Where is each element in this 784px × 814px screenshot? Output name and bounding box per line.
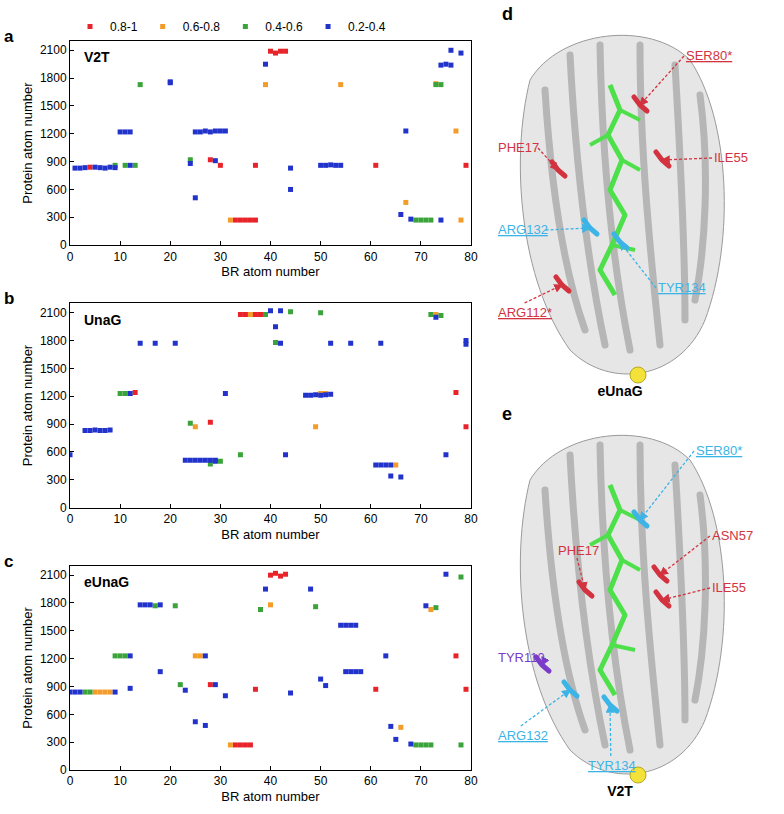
svg-text:300: 300 <box>47 473 67 487</box>
svg-text:PHE17: PHE17 <box>498 140 539 155</box>
svg-text:60: 60 <box>364 774 378 788</box>
svg-text:ARG132: ARG132 <box>498 728 548 743</box>
svg-text:a: a <box>4 27 14 46</box>
svg-text:ARG132: ARG132 <box>498 222 548 237</box>
svg-text:0: 0 <box>67 250 74 264</box>
svg-text:V2T: V2T <box>84 49 110 65</box>
svg-text:BR atom number: BR atom number <box>221 789 320 804</box>
svg-text:2100: 2100 <box>40 43 67 57</box>
svg-text:0: 0 <box>60 763 67 777</box>
svg-text:Protein atom number: Protein atom number <box>20 344 35 466</box>
svg-text:80: 80 <box>464 512 478 526</box>
svg-text:1800: 1800 <box>40 596 67 610</box>
svg-text:0.2-0.4: 0.2-0.4 <box>348 20 386 34</box>
svg-text:ASN57: ASN57 <box>712 528 753 543</box>
svg-text:TYR110: TYR110 <box>498 650 545 665</box>
svg-text:0: 0 <box>67 774 74 788</box>
svg-text:TYR134: TYR134 <box>588 758 636 773</box>
svg-text:2100: 2100 <box>40 306 67 320</box>
svg-text:40: 40 <box>264 250 278 264</box>
svg-text:50: 50 <box>314 512 328 526</box>
svg-text:ILE55: ILE55 <box>712 580 746 595</box>
svg-text:70: 70 <box>414 774 428 788</box>
svg-text:0: 0 <box>60 501 67 515</box>
svg-text:SER80*: SER80* <box>696 443 742 458</box>
svg-text:eUnaG: eUnaG <box>84 574 129 590</box>
svg-text:70: 70 <box>414 512 428 526</box>
svg-text:Protein atom number: Protein atom number <box>20 607 35 729</box>
svg-text:1500: 1500 <box>40 99 67 113</box>
svg-text:1200: 1200 <box>40 127 67 141</box>
svg-text:10: 10 <box>113 512 127 526</box>
svg-text:40: 40 <box>264 512 278 526</box>
svg-text:0.8-1: 0.8-1 <box>110 20 138 34</box>
svg-text:BR atom number: BR atom number <box>221 264 320 279</box>
svg-text:TYR134: TYR134 <box>658 280 706 295</box>
svg-text:eUnaG: eUnaG <box>597 383 642 399</box>
svg-text:1200: 1200 <box>40 652 67 666</box>
svg-text:0: 0 <box>60 238 67 252</box>
svg-text:30: 30 <box>214 250 228 264</box>
svg-text:900: 900 <box>47 417 67 431</box>
svg-text:1500: 1500 <box>40 362 67 376</box>
svg-text:d: d <box>502 4 513 24</box>
svg-text:30: 30 <box>214 512 228 526</box>
svg-text:300: 300 <box>47 210 67 224</box>
svg-text:900: 900 <box>47 155 67 169</box>
svg-text:2100: 2100 <box>40 568 67 582</box>
svg-text:10: 10 <box>113 250 127 264</box>
svg-text:10: 10 <box>113 774 127 788</box>
svg-text:UnaG: UnaG <box>84 312 121 328</box>
svg-text:20: 20 <box>164 250 178 264</box>
svg-text:PHE17: PHE17 <box>558 543 599 558</box>
svg-text:40: 40 <box>264 774 278 788</box>
svg-text:0: 0 <box>67 512 74 526</box>
svg-text:1800: 1800 <box>40 71 67 85</box>
svg-text:300: 300 <box>47 735 67 749</box>
svg-text:50: 50 <box>314 774 328 788</box>
svg-text:1500: 1500 <box>40 624 67 638</box>
svg-text:600: 600 <box>47 445 67 459</box>
svg-text:1800: 1800 <box>40 334 67 348</box>
svg-text:e: e <box>502 404 512 424</box>
svg-text:50: 50 <box>314 250 328 264</box>
svg-text:SER80*: SER80* <box>686 48 732 63</box>
svg-text:b: b <box>4 289 14 308</box>
svg-text:900: 900 <box>47 680 67 694</box>
svg-text:60: 60 <box>364 250 378 264</box>
svg-text:Protein atom number: Protein atom number <box>20 82 35 204</box>
svg-text:20: 20 <box>164 774 178 788</box>
svg-text:600: 600 <box>47 183 67 197</box>
svg-text:80: 80 <box>464 250 478 264</box>
svg-text:600: 600 <box>47 708 67 722</box>
svg-text:60: 60 <box>364 512 378 526</box>
svg-text:20: 20 <box>164 512 178 526</box>
svg-text:V2T: V2T <box>607 783 633 799</box>
svg-text:0.4-0.6: 0.4-0.6 <box>265 20 303 34</box>
svg-text:1200: 1200 <box>40 389 67 403</box>
svg-text:0.6-0.8: 0.6-0.8 <box>183 20 221 34</box>
svg-text:ILE55: ILE55 <box>714 150 748 165</box>
svg-text:30: 30 <box>214 774 228 788</box>
svg-text:c: c <box>4 552 13 571</box>
svg-text:ARG112*: ARG112* <box>498 305 552 320</box>
svg-text:70: 70 <box>414 250 428 264</box>
svg-text:BR atom number: BR atom number <box>221 527 320 542</box>
svg-text:80: 80 <box>464 774 478 788</box>
